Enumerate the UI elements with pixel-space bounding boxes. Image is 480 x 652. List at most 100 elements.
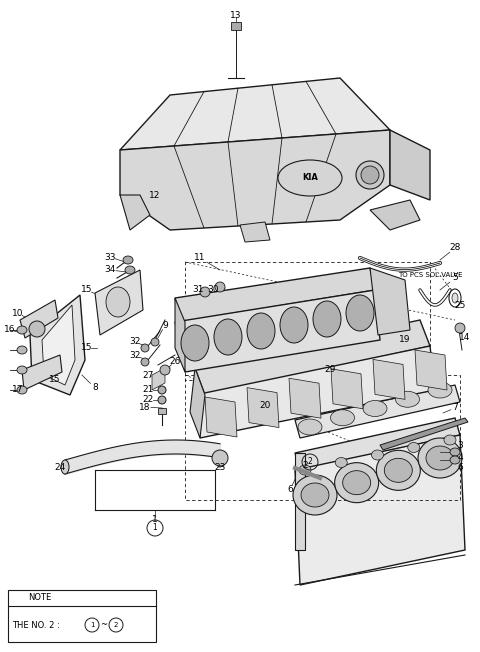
- Ellipse shape: [214, 319, 242, 355]
- Polygon shape: [30, 295, 85, 395]
- Text: 2: 2: [308, 458, 312, 466]
- Text: 10: 10: [12, 308, 24, 318]
- Text: 29: 29: [324, 366, 336, 374]
- Polygon shape: [120, 78, 390, 150]
- Ellipse shape: [216, 453, 224, 467]
- Text: NOTE: NOTE: [28, 593, 51, 602]
- Ellipse shape: [200, 287, 210, 297]
- Polygon shape: [190, 368, 205, 438]
- Text: 3: 3: [457, 441, 463, 449]
- Text: TO PCS SOL.VALVE: TO PCS SOL.VALVE: [398, 272, 462, 278]
- Text: 20: 20: [259, 400, 271, 409]
- Text: 9: 9: [162, 321, 168, 329]
- Ellipse shape: [298, 419, 322, 435]
- Text: 15: 15: [81, 344, 93, 353]
- Ellipse shape: [343, 471, 371, 495]
- Text: 19: 19: [399, 336, 411, 344]
- Polygon shape: [152, 368, 165, 390]
- Ellipse shape: [17, 366, 27, 374]
- Ellipse shape: [160, 365, 170, 375]
- Polygon shape: [175, 268, 375, 322]
- Text: KIA: KIA: [302, 173, 318, 183]
- Ellipse shape: [278, 160, 342, 196]
- Text: 15: 15: [49, 376, 61, 385]
- Text: 2: 2: [302, 460, 308, 469]
- Ellipse shape: [141, 358, 149, 366]
- Ellipse shape: [452, 293, 458, 303]
- Polygon shape: [205, 397, 237, 437]
- Text: 18: 18: [139, 402, 151, 411]
- Text: 4: 4: [457, 454, 463, 462]
- Text: 17: 17: [12, 385, 24, 394]
- Ellipse shape: [426, 446, 454, 470]
- Ellipse shape: [384, 458, 412, 482]
- Ellipse shape: [363, 400, 387, 417]
- Ellipse shape: [215, 282, 225, 292]
- Text: 28: 28: [449, 243, 461, 252]
- Text: 23: 23: [214, 464, 226, 473]
- Polygon shape: [195, 346, 435, 438]
- Polygon shape: [370, 200, 420, 230]
- Ellipse shape: [361, 166, 379, 184]
- Ellipse shape: [141, 344, 149, 352]
- Text: 7: 7: [452, 404, 458, 413]
- Text: 34: 34: [104, 265, 116, 274]
- Text: 26: 26: [169, 357, 180, 366]
- Ellipse shape: [335, 463, 379, 503]
- Text: 24: 24: [54, 464, 66, 473]
- Text: 1: 1: [152, 516, 158, 524]
- Ellipse shape: [212, 450, 228, 466]
- Ellipse shape: [346, 295, 374, 331]
- Ellipse shape: [450, 448, 460, 456]
- Ellipse shape: [181, 325, 209, 361]
- Ellipse shape: [428, 382, 452, 398]
- Ellipse shape: [61, 460, 69, 474]
- Ellipse shape: [449, 289, 461, 307]
- Text: 16: 16: [4, 325, 16, 334]
- Ellipse shape: [158, 396, 166, 404]
- Text: 1: 1: [90, 622, 94, 628]
- Ellipse shape: [408, 443, 420, 452]
- Text: 25: 25: [454, 301, 466, 310]
- Text: 32: 32: [129, 351, 141, 361]
- Ellipse shape: [125, 266, 135, 274]
- Polygon shape: [380, 418, 468, 450]
- Ellipse shape: [293, 475, 337, 515]
- Polygon shape: [240, 222, 270, 242]
- Ellipse shape: [299, 465, 311, 475]
- Ellipse shape: [331, 409, 355, 426]
- Ellipse shape: [17, 326, 27, 334]
- Polygon shape: [373, 359, 405, 400]
- Ellipse shape: [335, 458, 347, 467]
- Polygon shape: [247, 387, 279, 428]
- Ellipse shape: [301, 483, 329, 507]
- Polygon shape: [120, 130, 390, 230]
- Text: 27: 27: [142, 370, 154, 379]
- Text: 2: 2: [114, 622, 118, 628]
- Ellipse shape: [376, 451, 420, 490]
- Polygon shape: [120, 195, 150, 230]
- Text: 5: 5: [452, 273, 458, 282]
- Ellipse shape: [17, 386, 27, 394]
- Polygon shape: [42, 305, 75, 385]
- Polygon shape: [295, 435, 465, 585]
- Text: 12: 12: [149, 190, 161, 200]
- Ellipse shape: [450, 456, 460, 464]
- Text: 33: 33: [104, 252, 116, 261]
- Text: 31: 31: [192, 286, 204, 295]
- Polygon shape: [331, 369, 363, 409]
- Polygon shape: [95, 270, 143, 335]
- Polygon shape: [390, 130, 430, 200]
- Ellipse shape: [151, 338, 159, 346]
- Ellipse shape: [17, 346, 27, 354]
- Text: 14: 14: [459, 334, 471, 342]
- Text: 1: 1: [153, 524, 157, 533]
- Text: 32: 32: [129, 338, 141, 346]
- Text: 15: 15: [81, 286, 93, 295]
- Ellipse shape: [372, 450, 384, 460]
- Polygon shape: [289, 378, 321, 418]
- Ellipse shape: [455, 323, 465, 333]
- Polygon shape: [415, 350, 447, 390]
- Text: 8: 8: [92, 383, 98, 393]
- Polygon shape: [295, 418, 460, 470]
